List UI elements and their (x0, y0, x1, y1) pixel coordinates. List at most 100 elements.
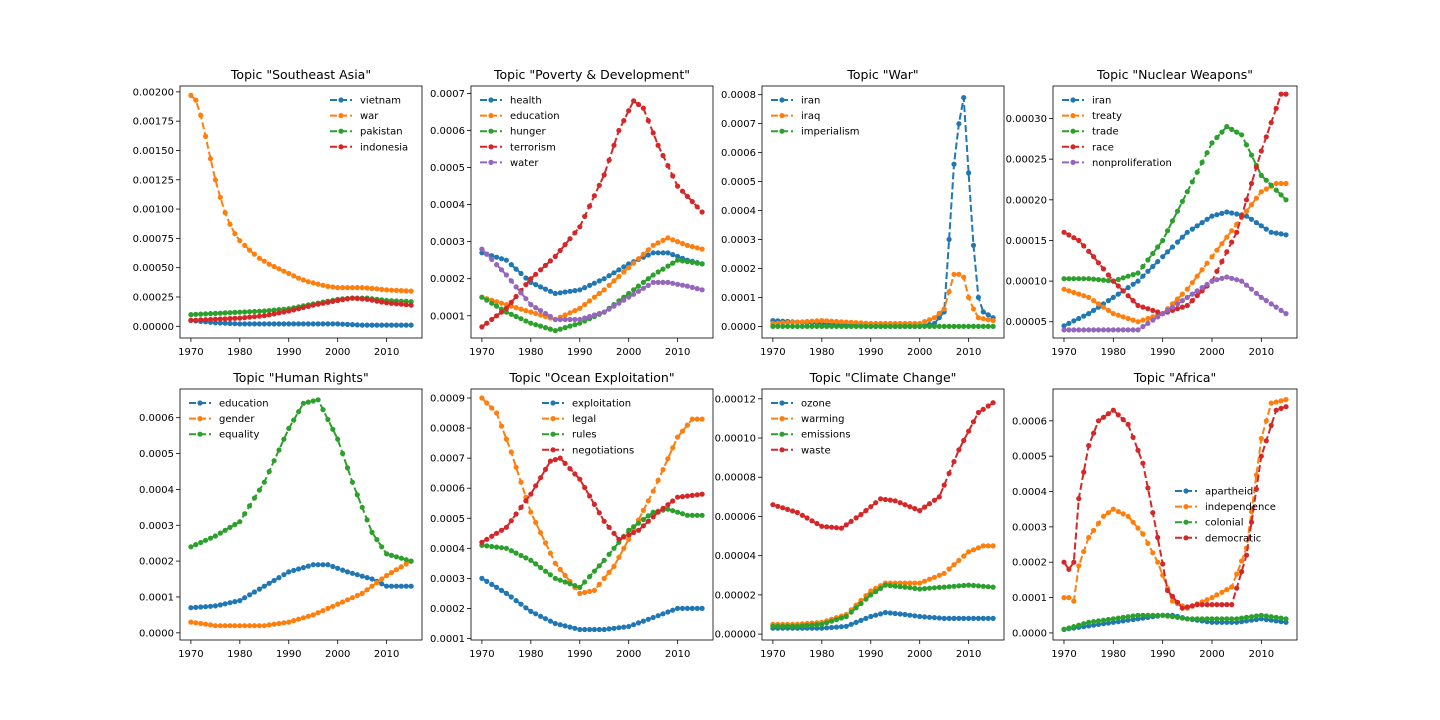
legend-marker (779, 128, 785, 134)
subplot-3: Topic "War" 1970 1980 1990 2000 2010 0.0000 0.0… (721, 67, 1005, 358)
data-point (1081, 549, 1087, 555)
legend-label: vietnam (360, 96, 401, 107)
legend-marker (197, 431, 203, 437)
data-point (941, 584, 947, 590)
data-point (645, 518, 651, 524)
data-point (203, 311, 209, 317)
data-point (863, 323, 869, 329)
data-point (1135, 447, 1141, 453)
data-point (1278, 398, 1284, 404)
legend-label: legal (572, 414, 596, 425)
data-point (640, 251, 647, 257)
data-point (1199, 285, 1205, 291)
data-point (1076, 622, 1082, 628)
y-tick-label: 0.00006 (715, 512, 756, 523)
data-point (1268, 301, 1274, 307)
data-point (912, 506, 918, 512)
data-point (562, 579, 568, 585)
data-point (961, 323, 967, 329)
data-point (198, 539, 204, 546)
data-point (799, 512, 805, 518)
y-tick-label: 0.0003 (139, 521, 174, 532)
legend-marker (779, 431, 785, 437)
data-point (873, 323, 879, 329)
data-point (242, 315, 248, 321)
data-point (1076, 327, 1082, 333)
data-point (354, 592, 360, 599)
data-point (699, 605, 705, 612)
y-tick-label: 0.0001 (721, 293, 756, 304)
data-point (660, 611, 666, 617)
data-point (227, 623, 233, 629)
data-point (789, 319, 796, 325)
legend-marker (1183, 519, 1189, 525)
data-point (1086, 327, 1092, 333)
data-point (838, 624, 845, 630)
data-point (1061, 327, 1067, 333)
data-point (689, 512, 695, 518)
data-point (232, 623, 238, 629)
data-point (601, 557, 607, 563)
data-point (907, 612, 913, 618)
data-point (484, 251, 490, 257)
data-point (261, 321, 267, 327)
data-point (398, 322, 404, 328)
data-point (679, 605, 686, 612)
data-point (276, 310, 282, 316)
data-point (577, 590, 583, 597)
data-point (775, 503, 781, 509)
data-point (518, 290, 524, 296)
data-point (814, 318, 820, 324)
data-point (1081, 313, 1087, 319)
data-point (523, 282, 529, 288)
data-point (533, 519, 539, 526)
legend-marker (550, 447, 556, 453)
x-tick-label: 1970 (469, 347, 494, 358)
data-point (679, 511, 686, 517)
data-point (985, 615, 991, 622)
data-point (344, 296, 351, 302)
data-point (494, 313, 500, 319)
data-point (966, 549, 972, 555)
data-point (679, 428, 686, 434)
data-point (1071, 276, 1077, 282)
data-point (379, 544, 385, 550)
data-point (344, 569, 351, 575)
data-point (587, 493, 593, 499)
data-point (193, 620, 199, 626)
data-point (1224, 234, 1230, 240)
data-point (684, 605, 691, 612)
data-point (936, 494, 942, 500)
series-markers-nonproliferation (1061, 274, 1289, 333)
data-point (1115, 276, 1121, 283)
data-point (990, 323, 996, 329)
data-point (1095, 260, 1102, 266)
data-point (212, 177, 218, 183)
series-line-education (190, 563, 412, 609)
data-point (785, 323, 791, 329)
data-point (980, 406, 986, 412)
data-point (1184, 189, 1190, 195)
data-point (251, 623, 258, 629)
data-point (1140, 612, 1146, 618)
data-point (193, 311, 199, 317)
data-point (926, 323, 933, 329)
data-point (582, 285, 588, 291)
data-point (794, 323, 801, 329)
data-point (374, 322, 380, 328)
data-point (261, 313, 267, 319)
data-point (1130, 519, 1136, 525)
data-point (276, 620, 282, 627)
data-point (601, 276, 607, 282)
y-tick-label: 0.0004 (430, 200, 465, 211)
data-point (388, 287, 395, 293)
data-point (315, 301, 321, 307)
data-point (660, 279, 666, 285)
data-point (1105, 278, 1111, 284)
data-point (408, 583, 414, 589)
data-point (1229, 239, 1235, 245)
data-point (503, 436, 509, 442)
data-point (878, 611, 884, 617)
data-point (403, 583, 409, 589)
data-point (626, 261, 632, 267)
